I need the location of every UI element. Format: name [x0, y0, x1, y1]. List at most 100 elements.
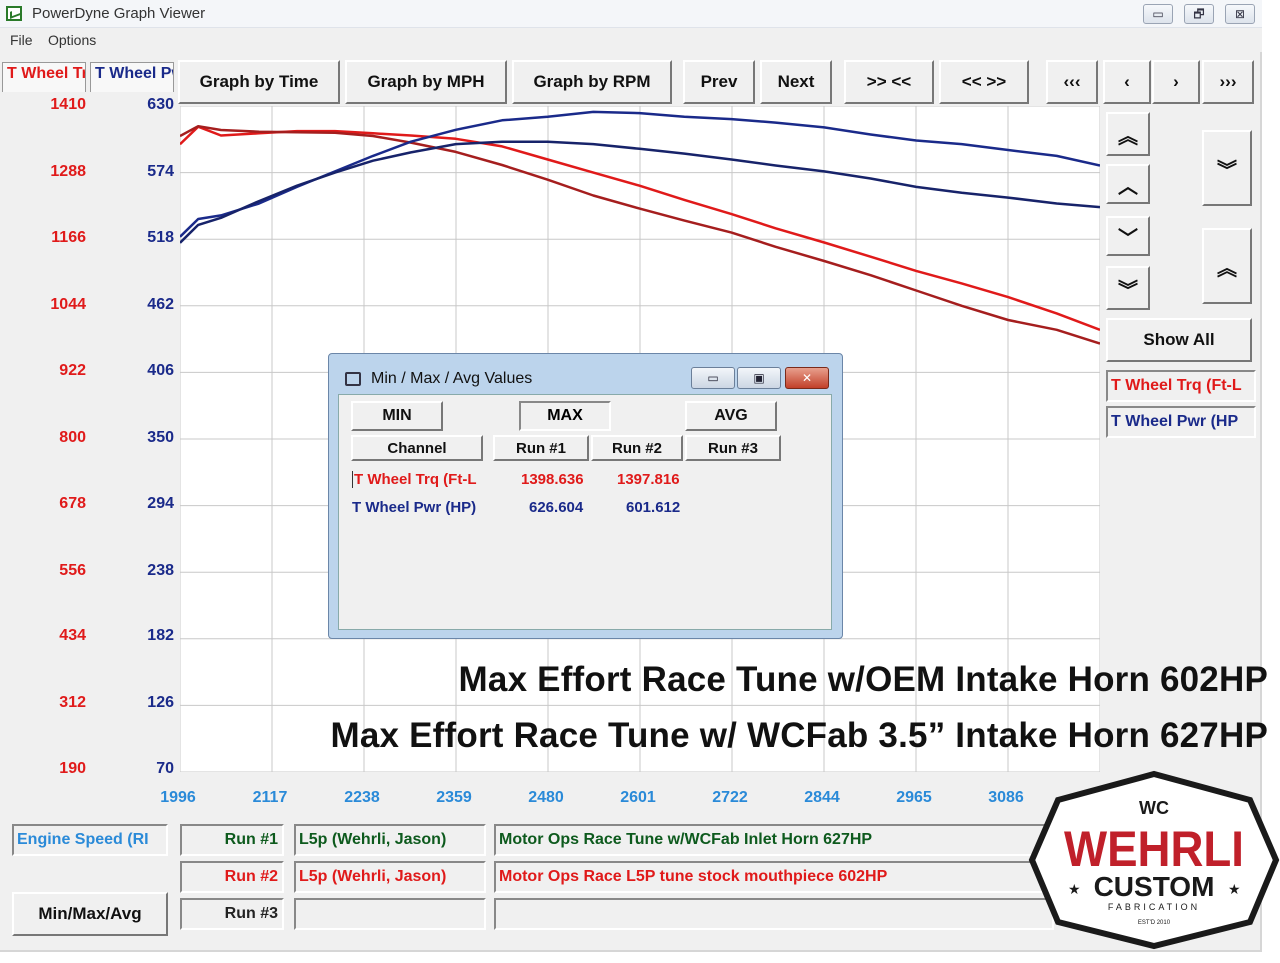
- run3-description[interactable]: [494, 898, 1054, 930]
- dialog-close-button[interactable]: ✕: [785, 367, 829, 389]
- run1-vehicle[interactable]: L5p (Wehrli, Jason): [294, 824, 486, 856]
- avg-button[interactable]: AVG: [685, 401, 777, 431]
- graph-by-mph-button[interactable]: Graph by MPH: [345, 60, 507, 104]
- row-power-channel[interactable]: T Wheel Pwr (HP): [352, 499, 477, 516]
- power-line-run1: [179, 110, 1101, 238]
- minimize-button[interactable]: ▭: [1143, 4, 1173, 24]
- column-run3[interactable]: Run #3: [685, 435, 781, 461]
- power-tick: 238: [147, 562, 174, 579]
- row-torque-run2: 1397.816: [617, 471, 680, 488]
- app-graph-icon: [6, 6, 22, 21]
- scale-down-button[interactable]: ﹀: [1106, 216, 1150, 256]
- power-line-run2: [179, 140, 1101, 244]
- dialog-restore-button[interactable]: ▣: [737, 367, 781, 389]
- power-tick: 294: [147, 495, 174, 512]
- expand-bottom-button[interactable]: ︽: [1202, 228, 1252, 304]
- x-tick: 2844: [804, 789, 840, 806]
- scale-up-button[interactable]: ︿: [1106, 164, 1150, 204]
- tab-torque[interactable]: T Wheel Trq: [2, 62, 86, 92]
- graph-by-rpm-button[interactable]: Graph by RPM: [512, 60, 672, 104]
- min-max-avg-button[interactable]: Min/Max/Avg: [12, 892, 168, 936]
- run1-label: Run #1: [180, 824, 284, 856]
- logo-custom: CUSTOM: [1094, 871, 1215, 902]
- min-max-avg-dialog: Min / Max / Avg Values ▭ ▣ ✕ MIN MAX AVG…: [328, 353, 843, 639]
- wehrli-custom-logo: WC WEHRLI CUSTOM ★ ★ FABRICATION EST'D 2…: [1028, 770, 1280, 950]
- scroll-last-button[interactable]: ›››: [1202, 60, 1254, 104]
- x-tick: 2117: [252, 789, 288, 806]
- menu-options[interactable]: Options: [48, 32, 97, 48]
- close-button[interactable]: ⊠: [1225, 4, 1255, 24]
- legend-torque[interactable]: T Wheel Trq (Ft-L: [1106, 370, 1256, 402]
- graph-by-time-button[interactable]: Graph by Time: [178, 60, 340, 104]
- power-tick: 406: [147, 362, 174, 379]
- run3-label: Run #3: [180, 898, 284, 930]
- row-torque-run1: 1398.636: [521, 471, 584, 488]
- next-button[interactable]: Next: [760, 60, 832, 104]
- x-tick: 2601: [620, 789, 656, 806]
- torque-tick: 556: [59, 562, 86, 579]
- x-axis-channel-field[interactable]: Engine Speed (RI: [12, 824, 168, 856]
- torque-tick: 434: [59, 627, 86, 644]
- show-all-button[interactable]: Show All: [1106, 318, 1252, 362]
- torque-tick: 190: [59, 760, 86, 777]
- column-run1[interactable]: Run #1: [493, 435, 589, 461]
- power-tick: 350: [147, 429, 174, 446]
- window-title: PowerDyne Graph Viewer: [32, 5, 206, 22]
- torque-tick: 1410: [50, 96, 86, 113]
- power-tick: 574: [147, 163, 174, 180]
- run2-label: Run #2: [180, 861, 284, 893]
- expand-top-button[interactable]: ︾: [1202, 130, 1252, 206]
- menu-file[interactable]: File: [10, 32, 33, 48]
- max-button[interactable]: MAX: [519, 401, 611, 431]
- overlay-caption-oem: Max Effort Race Tune w/OEM Intake Horn 6…: [458, 660, 1268, 699]
- zoom-in-button[interactable]: >> <<: [844, 60, 934, 104]
- power-tick: 70: [156, 760, 174, 777]
- dialog-title: Min / Max / Avg Values: [371, 370, 533, 387]
- run1-description[interactable]: Motor Ops Race Tune w/WCFab Inlet Horn 6…: [494, 824, 1054, 856]
- scale-up-fast-button[interactable]: ︽: [1106, 112, 1150, 156]
- x-tick: 2965: [896, 789, 932, 806]
- scale-down-fast-button[interactable]: ︾: [1106, 266, 1150, 310]
- menu-bar: File Options: [0, 28, 1262, 52]
- x-tick: 2238: [344, 789, 380, 806]
- power-tick: 462: [147, 296, 174, 313]
- power-tick: 126: [147, 694, 174, 711]
- x-tick: 1996: [160, 789, 196, 806]
- tab-power[interactable]: T Wheel Pwr: [90, 62, 174, 92]
- dialog-window-icon: [345, 372, 361, 386]
- scroll-right-button[interactable]: ›: [1152, 60, 1200, 104]
- torque-tick: 922: [59, 362, 86, 379]
- logo-wehrli: WEHRLI: [1064, 821, 1244, 877]
- scroll-first-button[interactable]: ‹‹‹: [1046, 60, 1098, 104]
- legend-power[interactable]: T Wheel Pwr (HP: [1106, 406, 1256, 438]
- min-button[interactable]: MIN: [351, 401, 443, 431]
- column-channel[interactable]: Channel: [351, 435, 483, 461]
- zoom-out-button[interactable]: << >>: [939, 60, 1029, 104]
- torque-tick: 800: [59, 429, 86, 446]
- row-torque-channel[interactable]: T Wheel Trq (Ft-L: [352, 471, 477, 488]
- torque-tick: 1044: [50, 296, 86, 313]
- torque-tick: 1166: [51, 229, 86, 246]
- power-tick: 182: [147, 627, 174, 644]
- column-run2[interactable]: Run #2: [591, 435, 683, 461]
- logo-established: EST'D 2010: [1138, 920, 1171, 926]
- x-tick: 2480: [528, 789, 564, 806]
- row-power-run2: 601.612: [626, 499, 681, 516]
- prev-button[interactable]: Prev: [683, 60, 755, 104]
- x-tick: 2359: [436, 789, 472, 806]
- torque-tick: 678: [59, 495, 86, 512]
- logo-fabrication: FABRICATION: [1108, 902, 1200, 912]
- dialog-body: MIN MAX AVG Channel Run #1 Run #2 Run #3…: [338, 394, 832, 630]
- scroll-left-button[interactable]: ‹: [1103, 60, 1151, 104]
- torque-tick: 312: [59, 694, 86, 711]
- restore-button[interactable]: 🗗: [1184, 4, 1214, 24]
- title-bar: PowerDyne Graph Viewer ▭ 🗗 ⊠: [0, 0, 1262, 28]
- x-tick: 3086: [988, 789, 1024, 806]
- dialog-minimize-button[interactable]: ▭: [691, 367, 735, 389]
- torque-line-run2: [179, 124, 1101, 345]
- row-power-run1: 626.604: [529, 499, 584, 516]
- run2-vehicle[interactable]: L5p (Wehrli, Jason): [294, 861, 486, 893]
- run2-description[interactable]: Motor Ops Race L5P tune stock mouthpiece…: [494, 861, 1054, 893]
- torque-tick: 1288: [50, 163, 86, 180]
- run3-vehicle[interactable]: [294, 898, 486, 930]
